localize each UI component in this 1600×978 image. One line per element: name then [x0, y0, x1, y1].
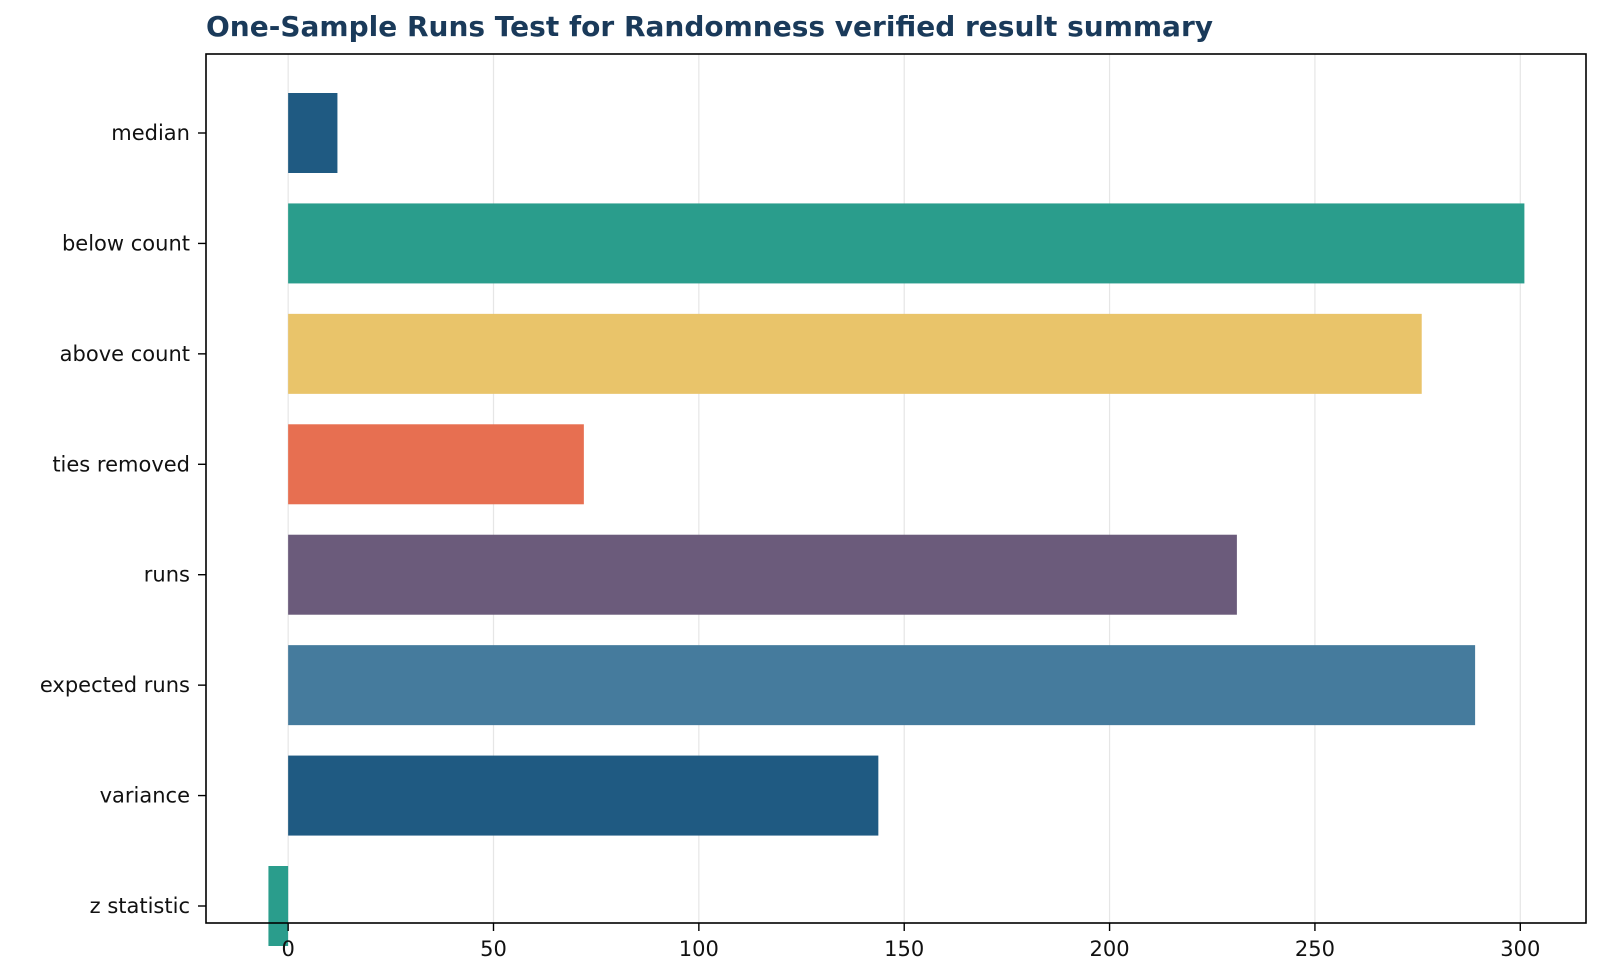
- x-tick-label: 200: [1090, 937, 1130, 961]
- y-tick-label: expected runs: [40, 673, 190, 697]
- bar: [288, 424, 584, 505]
- x-tick-label: 150: [884, 937, 924, 961]
- bar: [288, 534, 1237, 615]
- bar: [268, 866, 289, 946]
- x-tick-label: 300: [1500, 937, 1540, 961]
- bar: [288, 645, 1476, 726]
- bar: [288, 93, 338, 173]
- x-tick-label: 250: [1295, 937, 1335, 961]
- bar: [288, 313, 1422, 394]
- x-tick-label: 100: [679, 937, 719, 961]
- y-tick-label: ties removed: [52, 452, 190, 476]
- y-tick-label: above count: [60, 342, 190, 366]
- y-tick-label: variance: [100, 784, 190, 808]
- plot-frame: [205, 53, 1587, 924]
- bars: [268, 93, 1525, 946]
- y-tick-label: z statistic: [90, 894, 190, 918]
- axis-ticks: 0 50 100 150 200 250 300 median below count above…: [40, 121, 1540, 961]
- bar: [288, 755, 879, 836]
- chart-title: One-Sample Runs Test for Randomness veri…: [206, 10, 1214, 43]
- bar: [288, 203, 1525, 284]
- y-tick-label: below count: [62, 231, 190, 255]
- x-tick-label: 50: [480, 937, 507, 961]
- y-tick-label: median: [111, 121, 190, 145]
- y-tick-label: runs: [144, 563, 190, 587]
- x-tick-label: 0: [281, 937, 294, 961]
